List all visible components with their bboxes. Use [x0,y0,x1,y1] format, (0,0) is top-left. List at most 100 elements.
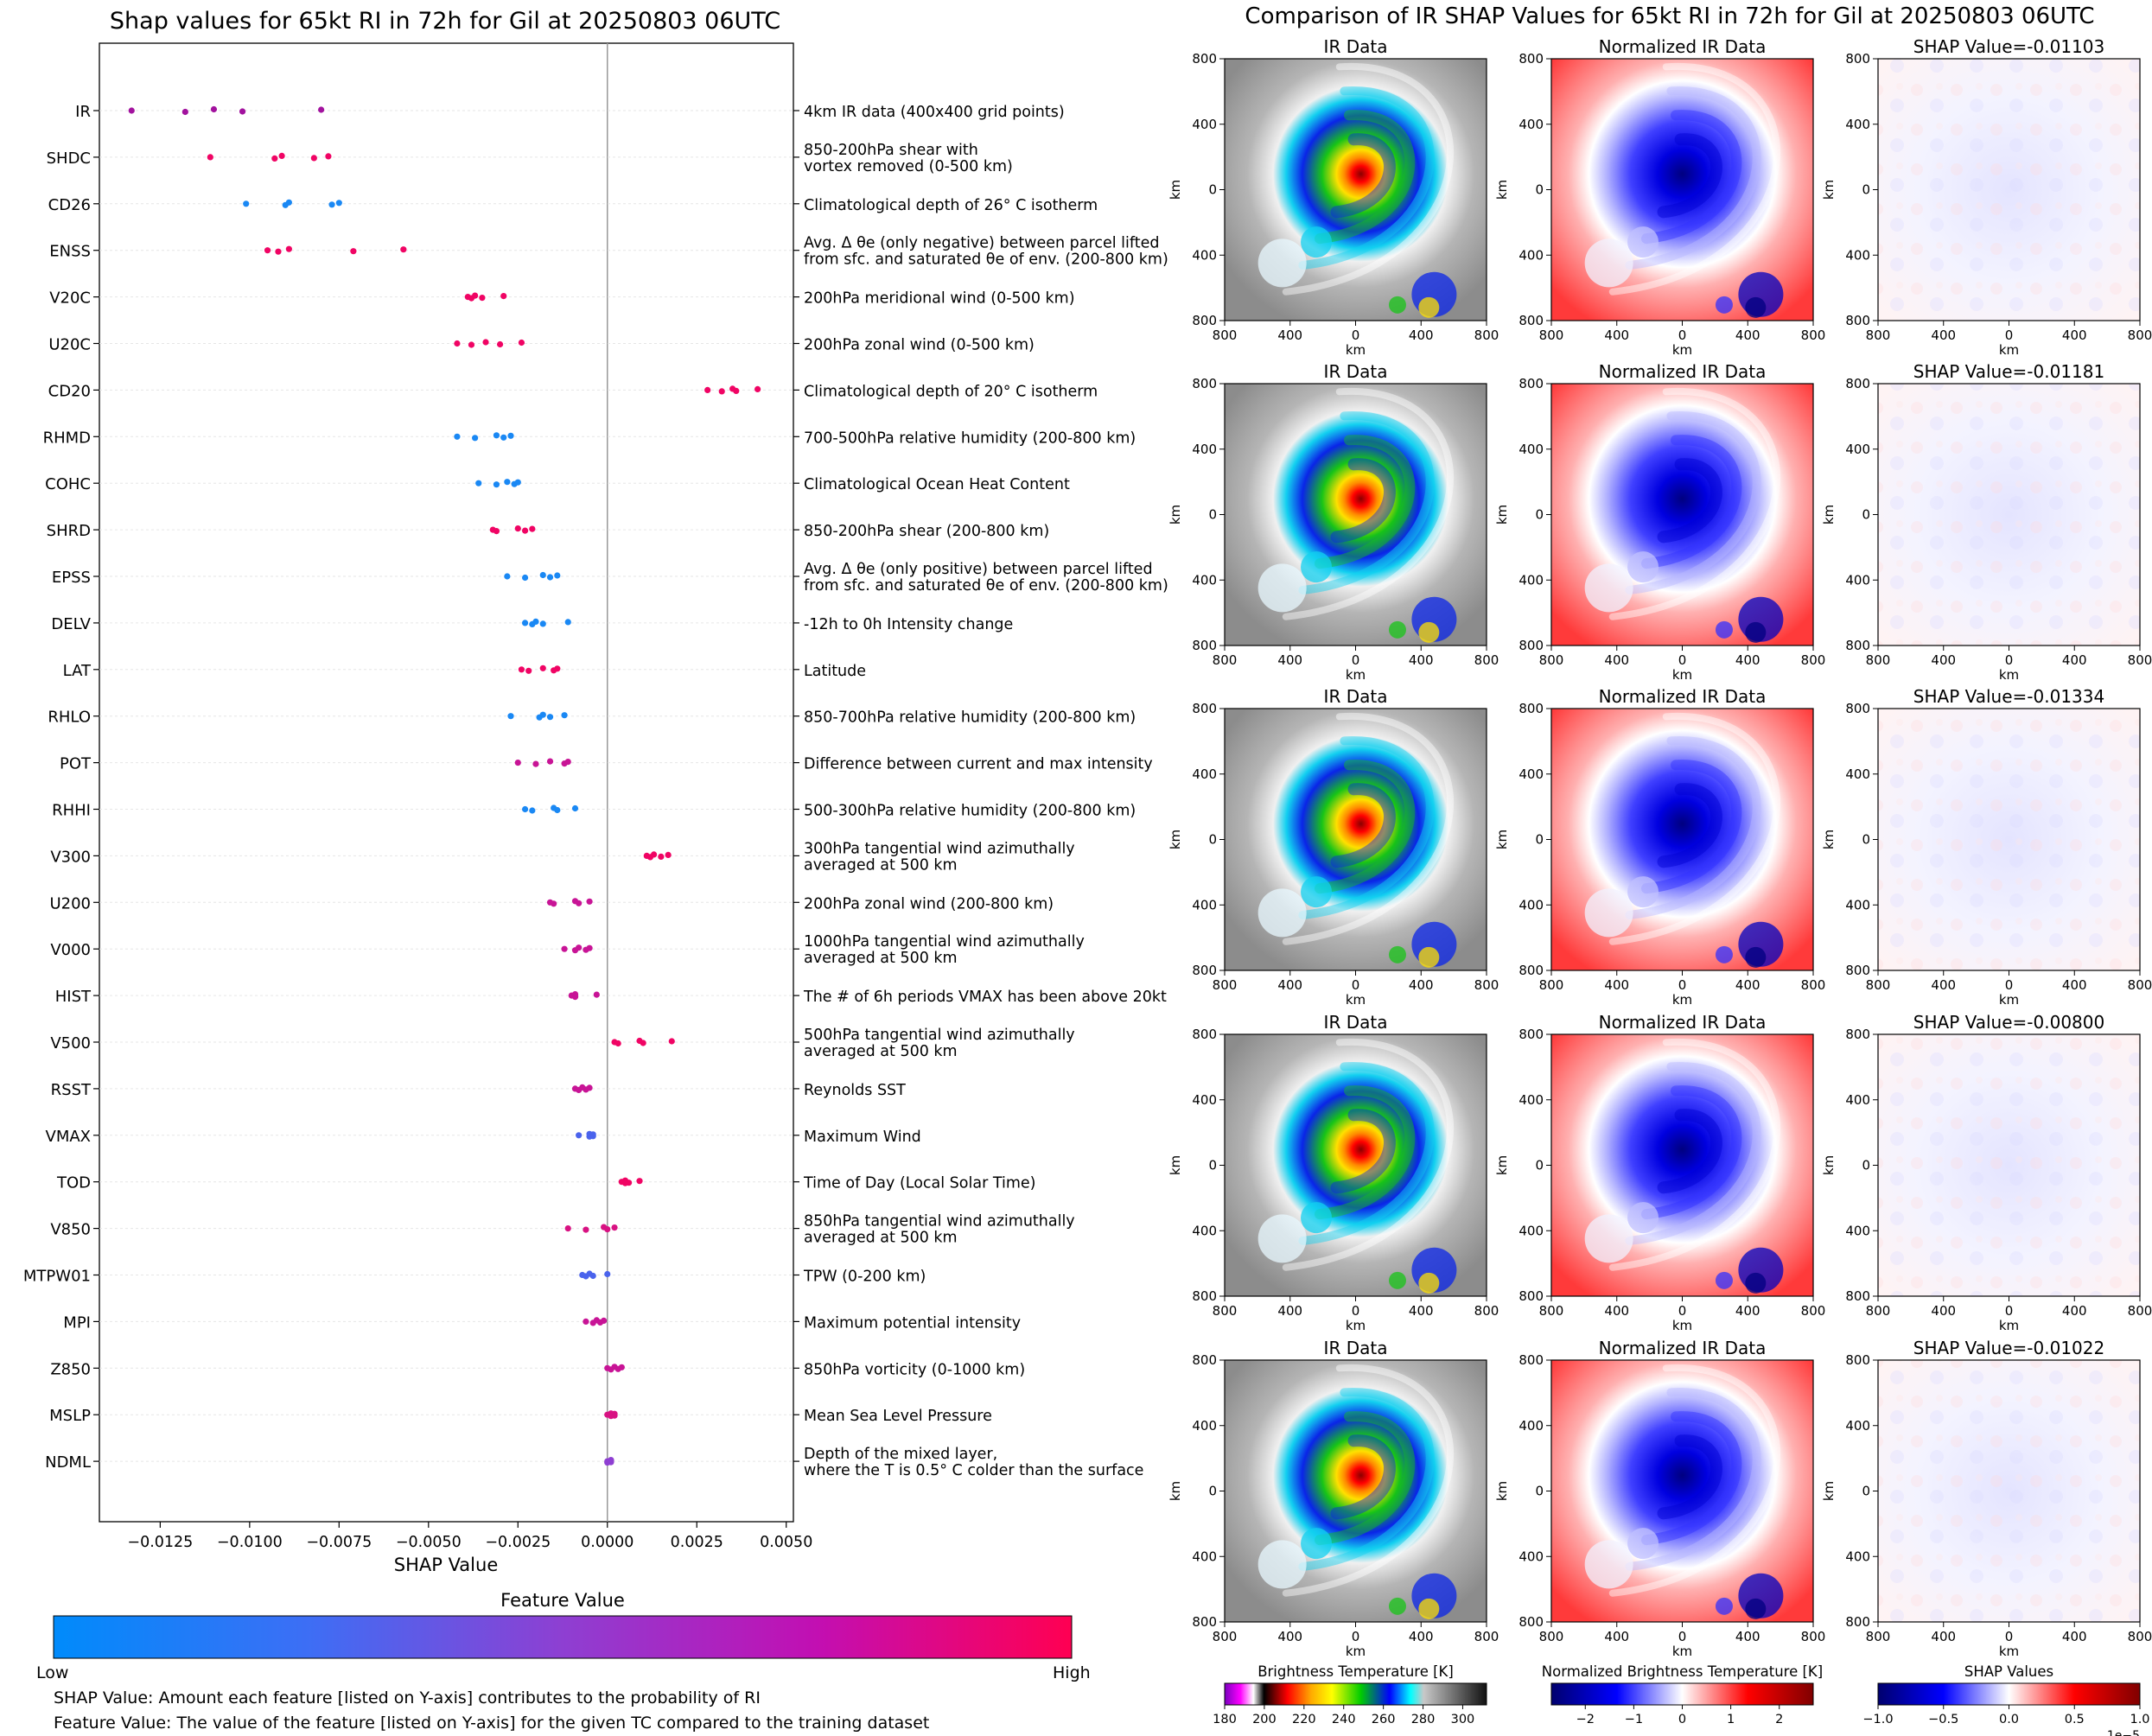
colorbar-title: SHAP Values [1964,1663,2053,1680]
shap-point [518,666,525,673]
shap-point [128,107,135,114]
x-tick-label: 400 [1931,327,1956,343]
cloud-band [1625,86,1761,270]
shap-point [733,387,740,394]
shap-texture [1878,709,2140,970]
shap-point [514,525,521,532]
x-tick-label: 400 [1409,1303,1434,1319]
shap-point [521,527,529,534]
x-tick-label: 0 [1352,327,1360,343]
feature-label: NDML [45,1453,91,1472]
x-axis-label: km [1999,667,2019,683]
cloud-band [1298,86,1435,270]
shap-point [325,153,332,160]
shap-texture [1878,1034,2140,1296]
panel-3-1: Normalized IR Data8008004004000040040080… [1494,1012,1825,1333]
x-tick-label: 400 [1409,977,1434,993]
cloud-cell [1301,551,1333,583]
cloud-cell [1627,1202,1659,1234]
feature-description: 700-500hPa relative humidity (200-800 km… [804,429,1136,447]
feature-description: Depth of the mixed layer, [804,1446,997,1463]
shap-texture [1878,1360,2140,1622]
shap-point [583,1226,589,1233]
panel-title: SHAP Value=-0.01103 [1913,36,2104,57]
cloud-cell [1257,563,1307,613]
panel-title: Normalized IR Data [1599,686,1767,707]
x-axis-label: km [1999,992,2019,1008]
x-tick-label: 400 [1735,977,1760,993]
feature-label: V500 [50,1034,91,1052]
y-axis-label: km [1821,1155,1837,1175]
feature-label: RSST [51,1081,92,1099]
shap-point [583,1318,589,1325]
shap-point [525,667,532,674]
cloud-band [1657,1434,1722,1520]
x-tick-label: 400 [1277,1303,1302,1319]
cloud-band [1625,1062,1761,1245]
feature-labels: IR SHDC CD26 ENSS V20C U20C CD20 RHMD COHC SHRD EP… [23,103,92,1472]
x-tick-label: 0 [1352,1629,1360,1644]
colorbar-tick-label: 0.5 [2065,1713,2085,1726]
feature-label: MPI [63,1313,91,1332]
y-tick-label: 400 [1192,1223,1217,1238]
feature-description: averaged at 500 km [804,950,958,967]
shap-point [668,1038,675,1045]
y-tick-label: 400 [1845,897,1870,913]
shap-point [500,293,507,300]
feature-description: Difference between current and max inten… [804,756,1153,773]
x-axis-label: SHAP Value [394,1555,499,1575]
cloud-cell [1388,945,1406,963]
x-tick-label: 0 [2005,977,2014,993]
y-tick-label: 800 [1845,963,1870,978]
cloud-cell [1388,620,1406,639]
cloud-cell [1715,1597,1733,1615]
feature-label: RHHI [52,802,91,820]
feature-description: 200hPa zonal wind (0-500 km) [804,337,1035,354]
y-tick-label: 800 [1518,1614,1544,1630]
shap-point [586,1084,593,1091]
shap-point [564,759,571,766]
y-tick-label: 0 [1535,1158,1544,1173]
cloud-cell [1715,1271,1733,1289]
y-tick-label: 800 [1192,1027,1217,1042]
shap-point [310,155,317,162]
shap-point [529,525,536,532]
x-tick-label: 400 [1735,327,1760,343]
shap-points [128,105,761,1466]
shap-point [207,154,213,161]
x-tick-label: 800 [1801,652,1826,668]
y-tick-label: 800 [1518,963,1544,978]
shap-point [468,341,475,348]
x-axis-label: km [1346,992,1366,1008]
y-tick-label: 400 [1845,1092,1870,1108]
feature-description: from sfc. and saturated θe of env. (200-… [804,577,1168,595]
x-tick-label: 400 [2062,1303,2087,1319]
panel-title: SHAP Value=-0.01022 [1913,1338,2104,1358]
x-axis-label: km [1346,342,1366,358]
shap-point [618,1364,625,1370]
y-tick-label: 400 [1518,572,1544,588]
y-tick-label: 400 [1518,897,1544,913]
shap-point [611,1410,618,1417]
x-tick-label: 800 [1474,327,1499,343]
cloud-cell [1418,946,1440,968]
x-tick-label: 800 [1866,1629,1891,1644]
cloud-cell [1627,226,1659,258]
shap-point [554,806,561,814]
cloud-band [1608,1364,1781,1597]
shap-point [718,388,725,395]
panel-title: IR Data [1324,686,1388,707]
shap-point [586,944,593,951]
y-tick-label: 800 [1845,701,1870,716]
panel-2-1: Normalized IR Data8008004004000040040080… [1494,686,1825,1008]
colorbar-exponent: 1e−5 [2107,1729,2140,1736]
x-tick-label: 0 [1678,1303,1687,1319]
feature-value-colorbar: Feature Value Low High [36,1590,1091,1682]
shap-point [514,479,521,486]
x-tick-label: 800 [1213,1303,1238,1319]
shap-point [318,106,325,113]
feature-description: 850hPa vorticity (0-1000 km) [804,1361,1025,1378]
panel-title: SHAP Value=-0.01181 [1913,361,2104,382]
cloud-cell [1745,1272,1767,1294]
cloud-cell [1745,1598,1767,1619]
